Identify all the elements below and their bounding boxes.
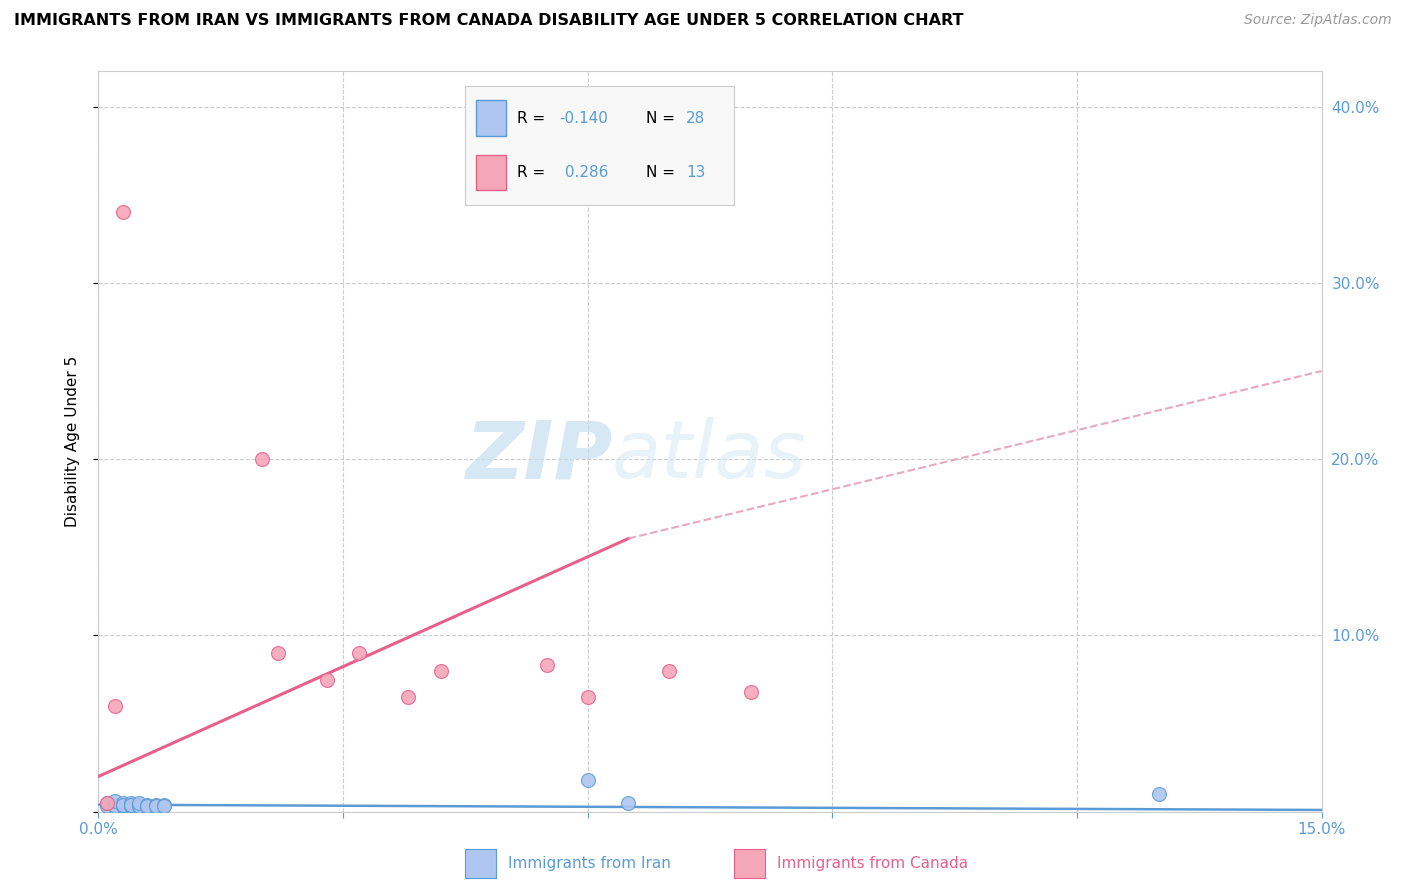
Point <box>96 796 118 810</box>
Point <box>136 797 159 812</box>
Point <box>104 698 127 713</box>
Point <box>136 799 159 814</box>
Point <box>145 799 167 814</box>
Y-axis label: Disability Age Under 5: Disability Age Under 5 <box>65 356 80 527</box>
Text: atlas: atlas <box>612 417 807 495</box>
Point <box>152 799 174 814</box>
Point <box>111 797 134 812</box>
Text: Immigrants from Canada: Immigrants from Canada <box>778 856 969 871</box>
Point <box>96 799 118 814</box>
Text: IMMIGRANTS FROM IRAN VS IMMIGRANTS FROM CANADA DISABILITY AGE UNDER 5 CORRELATIO: IMMIGRANTS FROM IRAN VS IMMIGRANTS FROM … <box>14 13 963 29</box>
Text: Immigrants from Iran: Immigrants from Iran <box>508 856 671 871</box>
Point <box>111 797 134 812</box>
Point <box>96 796 118 810</box>
Point <box>1147 787 1170 801</box>
Point <box>617 796 640 810</box>
Point <box>120 799 142 814</box>
Point <box>111 799 134 814</box>
Point <box>536 658 558 673</box>
Point <box>576 690 599 705</box>
Point <box>576 772 599 787</box>
Point <box>128 796 150 810</box>
Point <box>128 797 150 812</box>
Point <box>104 794 127 808</box>
Point <box>740 685 762 699</box>
Point <box>152 797 174 812</box>
Point <box>128 799 150 814</box>
Point <box>349 646 371 660</box>
Point <box>104 797 127 812</box>
Point <box>111 205 134 219</box>
Point <box>145 797 167 812</box>
Point <box>136 799 159 814</box>
Point <box>145 799 167 814</box>
Text: Source: ZipAtlas.com: Source: ZipAtlas.com <box>1244 13 1392 28</box>
Point <box>267 646 290 660</box>
Text: ZIP: ZIP <box>465 417 612 495</box>
Point <box>104 799 127 814</box>
Point <box>250 452 273 467</box>
Point <box>111 796 134 810</box>
Point <box>120 797 142 812</box>
Point <box>658 664 681 678</box>
Point <box>430 664 453 678</box>
Point <box>396 690 419 705</box>
Point <box>96 797 118 812</box>
Point <box>120 796 142 810</box>
Point <box>120 797 142 812</box>
Point <box>315 673 337 687</box>
